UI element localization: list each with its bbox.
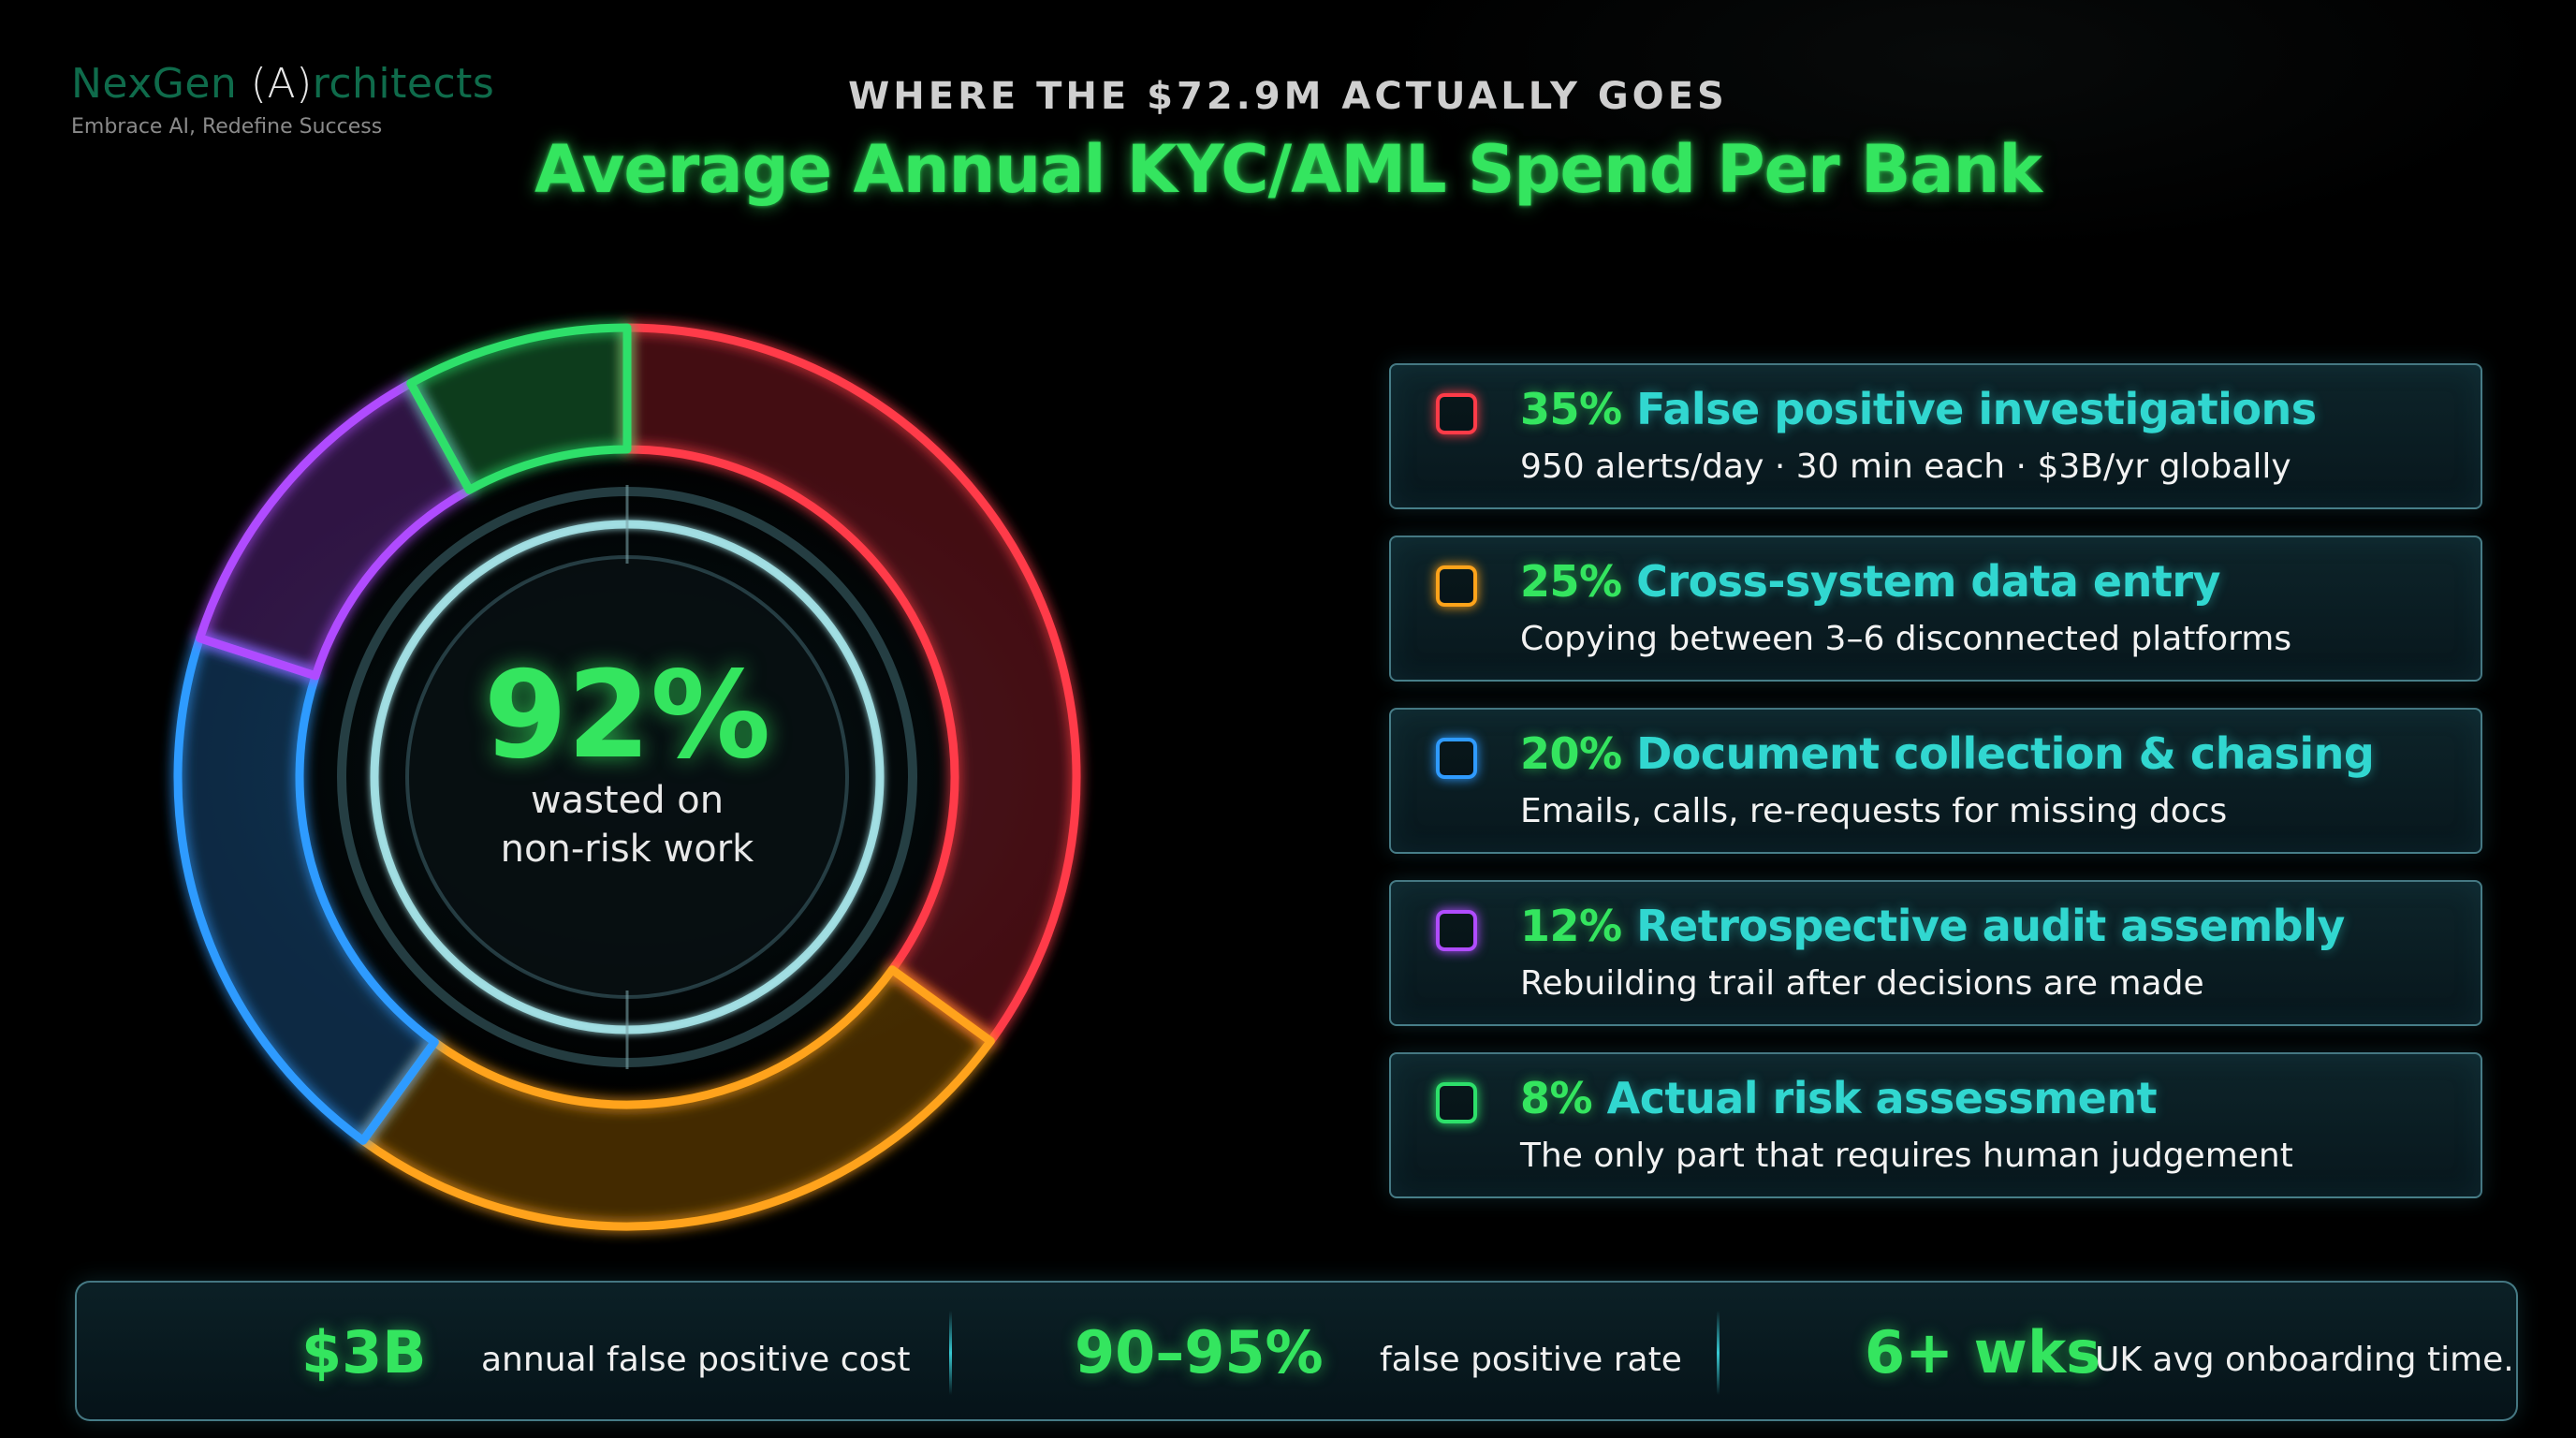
donut-slices [173,323,1081,1231]
breakdown-pct: 25% [1520,556,1622,607]
breakdown-detail: The only part that requires human judgem… [1520,1137,2293,1175]
stat-item: 6+ wks UK avg onboarding time. [1724,1283,2514,1419]
breakdown-title: 35% False positive investigations [1520,384,2317,434]
stat-item: 90–95% false positive rate [957,1283,1780,1419]
breakdown-title: 25% Cross-system data entry [1520,556,2221,607]
brand-name-paren: (A) [250,60,313,108]
breakdown-card: 25% Cross-system data entry Copying betw… [1389,536,2482,682]
breakdown-detail: Copying between 3–6 disconnected platfor… [1520,620,2292,658]
legend-swatch-blue [1436,738,1477,779]
breakdown-title: 20% Document collection & chasing [1520,728,2375,779]
stat-label: UK avg onboarding time. [2095,1341,2514,1379]
brand-logo: NexGen (A)rchitects Embrace AI, Redefine… [71,60,494,139]
stat-divider [1717,1311,1720,1395]
brand-tagline: Embrace AI, Redefine Success [71,115,383,139]
donut-chart-container: 92% wasted on non-risk work [140,290,1114,1264]
stat-item: $3B annual false positive cost [77,1283,919,1419]
stats-bar: $3B annual false positive cost 90–95% fa… [75,1281,2518,1421]
breakdown-title: 12% Retrospective audit assembly [1520,901,2345,951]
breakdown-list: 35% False positive investigations 950 al… [1389,363,2482,1225]
stat-value: 6+ wks [1865,1318,2101,1387]
legend-swatch-red [1436,393,1477,434]
breakdown-label: Cross-system data entry [1636,556,2221,607]
supertitle: WHERE THE $72.9M ACTUALLY GOES [848,75,1728,118]
stat-label: annual false positive cost [481,1341,911,1379]
breakdown-pct: 12% [1520,901,1622,951]
donut-slice-2 [359,965,995,1231]
donut-slice-3 [173,634,439,1145]
breakdown-card: 12% Retrospective audit assembly Rebuild… [1389,880,2482,1026]
breakdown-detail: 950 alerts/day · 30 min each · $3B/yr gl… [1520,448,2291,486]
breakdown-card: 35% False positive investigations 950 al… [1389,363,2482,509]
inner-ring-core [405,555,849,999]
brand-name-suffix: rchitects [312,60,495,108]
donut-slice-1 [622,323,1081,1046]
donut-slice-4 [195,378,474,681]
breakdown-label: Actual risk assessment [1606,1073,2158,1123]
legend-swatch-purple [1436,910,1477,951]
breakdown-pct: 20% [1520,728,1622,779]
stat-value: 90–95% [1075,1318,1324,1387]
breakdown-pct: 35% [1520,384,1622,434]
brand-name-prefix: NexGen [71,60,251,108]
donut-chart [173,323,1081,1231]
breakdown-card: 8% Actual risk assessment The only part … [1389,1052,2482,1198]
stat-divider [949,1311,952,1395]
breakdown-label: Document collection & chasing [1636,728,2375,779]
breakdown-detail: Rebuilding trail after decisions are mad… [1520,964,2204,1003]
page-title: Average Annual KYC/AML Spend Per Bank [534,131,2042,208]
donut-decor [337,485,917,1069]
breakdown-label: Retrospective audit assembly [1636,901,2345,951]
breakdown-label: False positive investigations [1636,384,2317,434]
stat-value: $3B [301,1318,427,1387]
breakdown-pct: 8% [1520,1073,1593,1123]
breakdown-title: 8% Actual risk assessment [1520,1073,2158,1123]
stat-label: false positive rate [1380,1341,1682,1379]
donut-slice-5 [406,323,632,494]
legend-swatch-green [1436,1082,1477,1123]
legend-swatch-orange [1436,565,1477,607]
brand-name: NexGen (A)rchitects [71,60,494,108]
breakdown-card: 20% Document collection & chasing Emails… [1389,708,2482,854]
breakdown-detail: Emails, calls, re-requests for missing d… [1520,792,2228,830]
